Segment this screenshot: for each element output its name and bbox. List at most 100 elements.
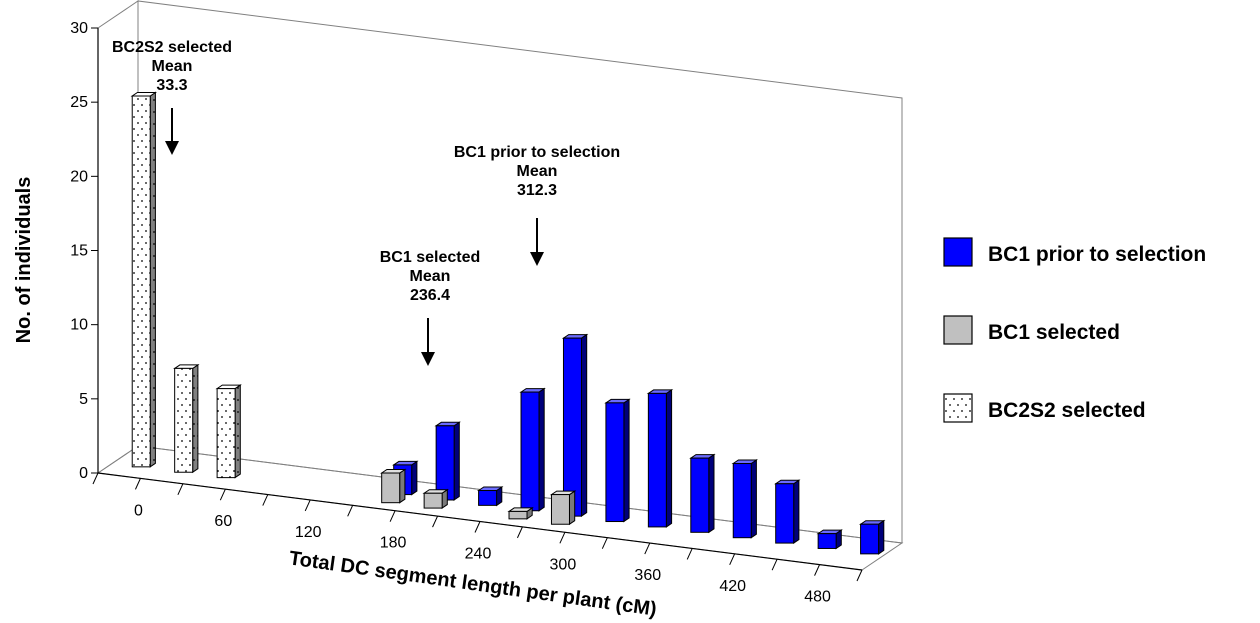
- bar: [434, 421, 461, 501]
- x-tick-mark: [134, 478, 141, 490]
- x-tick-mark: [686, 548, 693, 560]
- bar-front: [216, 388, 236, 479]
- bar: [689, 453, 716, 534]
- bar-front: [435, 425, 455, 501]
- annotation-line: 33.3: [156, 77, 187, 94]
- bar: [215, 384, 242, 479]
- bar-side: [538, 387, 545, 512]
- bar-side: [149, 91, 156, 468]
- bar: [507, 506, 534, 520]
- y-tick-label: 25: [70, 94, 88, 111]
- bar-side: [623, 398, 630, 523]
- legend-swatch: [943, 393, 973, 423]
- bar-side: [708, 453, 715, 534]
- x-tick-mark: [432, 515, 439, 528]
- x-tick-label: 300: [550, 556, 577, 573]
- x-tick-mark: [516, 526, 523, 539]
- annotation-line: BC1 selected: [380, 249, 481, 266]
- bar-side: [411, 460, 418, 496]
- legend-item: BC1 prior to selection: [943, 237, 1206, 267]
- bar-front: [508, 510, 528, 520]
- legend-label: BC2S2 selected: [988, 399, 1146, 422]
- annotation-line: Mean: [410, 268, 451, 285]
- bar: [858, 519, 886, 555]
- x-tick-label: 0: [134, 502, 143, 519]
- bar: [422, 488, 449, 510]
- x-tick-mark: [347, 505, 354, 517]
- bar: [173, 363, 200, 474]
- arrow-head: [421, 352, 435, 366]
- bar-side: [793, 479, 800, 545]
- bar: [549, 490, 577, 526]
- bar: [774, 479, 801, 545]
- x-tick-mark: [559, 532, 566, 544]
- x-tick-label: 420: [719, 578, 746, 595]
- bar: [380, 468, 407, 504]
- annotations-group: BC2S2 selected Mean 33.3 BC1 selected Mean 23…: [112, 39, 620, 366]
- bar-front: [381, 472, 401, 504]
- bar-front: [817, 533, 837, 549]
- bar-front: [520, 391, 540, 512]
- x-tick-mark: [814, 564, 821, 576]
- bar: [519, 387, 546, 512]
- legend-item: BC2S2 selected: [943, 393, 1146, 423]
- legend-item: BC1 selected: [943, 315, 1120, 345]
- bar-side: [878, 519, 885, 555]
- x-tick-label: 120: [295, 524, 322, 541]
- bar-side: [192, 363, 199, 474]
- legend-swatch: [943, 237, 973, 267]
- bar-side: [234, 384, 241, 479]
- bar-side: [750, 459, 757, 539]
- bar: [130, 91, 158, 468]
- bar-front: [131, 95, 151, 468]
- y-tick-label: 0: [79, 465, 88, 482]
- x-tick-mark: [644, 542, 651, 555]
- bar: [561, 333, 589, 518]
- x-tick-mark: [262, 494, 269, 506]
- bar-side: [665, 388, 673, 528]
- legend-label: BC1 selected: [988, 321, 1120, 344]
- annotation-line: Mean: [517, 163, 558, 180]
- bar-side: [399, 468, 406, 504]
- annotation-line: 236.4: [410, 287, 450, 304]
- bar-front: [550, 494, 570, 525]
- legend: BC1 prior to selection BC1 selected BC2S2 …: [943, 237, 1206, 423]
- x-tick-mark: [92, 472, 99, 485]
- arrow-head: [165, 141, 179, 155]
- x-tick-label: 60: [214, 513, 232, 530]
- x-tick-mark: [771, 559, 778, 571]
- x-tick-mark: [304, 499, 311, 512]
- legend-swatch: [943, 315, 973, 345]
- mean-annotation: BC1 prior to selection Mean 312.3: [454, 144, 620, 266]
- x-tick-mark: [856, 569, 863, 582]
- mean-annotation: BC1 selected Mean 236.4: [380, 249, 481, 366]
- bar-front: [732, 463, 752, 539]
- x-tick-mark: [389, 510, 396, 522]
- bar-front: [775, 483, 795, 544]
- annotation-line: 312.3: [517, 182, 557, 199]
- x-tick-mark: [601, 537, 608, 549]
- bar-side: [453, 421, 460, 501]
- x-tick-label: 240: [465, 546, 492, 563]
- bar-front: [647, 392, 667, 528]
- bar: [731, 459, 759, 539]
- arrow-head: [530, 252, 544, 266]
- legend-label: BC1 prior to selection: [988, 243, 1206, 266]
- bar-front: [478, 490, 498, 506]
- x-tick-label: 180: [380, 535, 407, 552]
- bar-front: [562, 337, 582, 517]
- back-wall: [137, 0, 903, 544]
- annotation-line: BC2S2 selected: [112, 39, 232, 56]
- bar-front: [690, 457, 710, 533]
- bar: [816, 529, 843, 550]
- bar-front: [605, 402, 625, 523]
- x-tick-label: 480: [804, 589, 831, 606]
- y-tick-label: 10: [70, 317, 88, 334]
- bar: [604, 398, 631, 523]
- bars-group: [130, 91, 886, 555]
- bar: [646, 388, 674, 528]
- x-tick-mark: [177, 483, 184, 495]
- y-axis-title: No. of individuals: [13, 177, 35, 344]
